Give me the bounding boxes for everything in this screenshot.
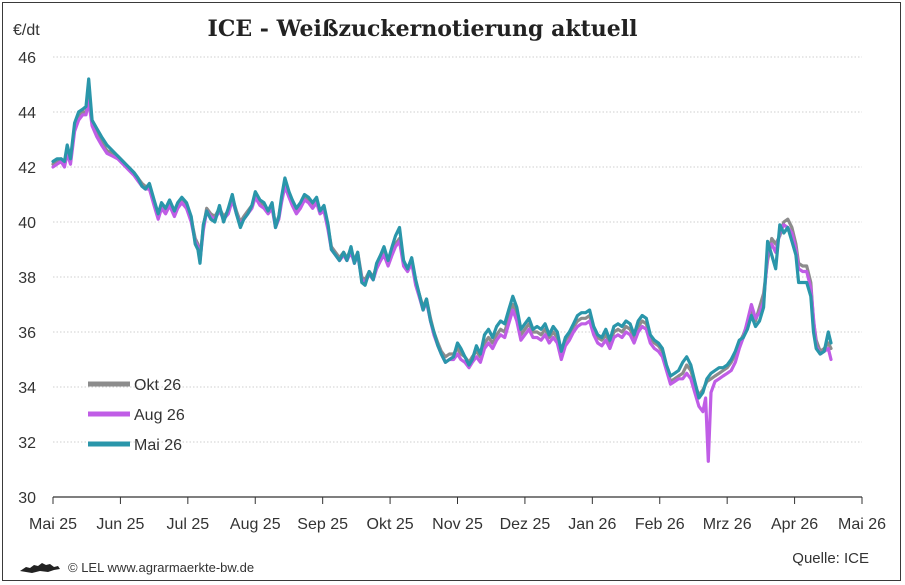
y-tick-label: 40	[18, 215, 36, 232]
x-tick-label: Dez 25	[500, 516, 551, 533]
x-tick-label: Okt 25	[367, 516, 414, 533]
y-tick-label: 46	[18, 50, 36, 67]
y-tick-label: 34	[18, 380, 36, 397]
legend-label: Aug 26	[134, 407, 185, 424]
y-tick-label: 30	[18, 490, 36, 507]
x-tick-label: Jul 25	[166, 516, 209, 533]
y-tick-label: 32	[18, 435, 36, 452]
series-line-mai-26	[51, 77, 833, 400]
x-tick-label: Jun 25	[96, 516, 144, 533]
source-label: Quelle: ICE	[792, 550, 869, 567]
x-tick-label: Feb 26	[635, 516, 685, 533]
chart-title: ICE - Weißzuckernotierung aktuell	[207, 16, 638, 42]
y-tick-label: 36	[18, 325, 36, 342]
series-lines	[51, 77, 833, 463]
legend: Okt 26 Aug 26 Mai 26	[88, 377, 185, 454]
x-tick-label: Mai 26	[838, 516, 886, 533]
x-tick-label: Apr 26	[771, 516, 818, 533]
y-tick-label: 44	[18, 105, 36, 122]
y-axis-unit-label: €/dt	[13, 22, 40, 39]
x-tick-label: Nov 25	[432, 516, 483, 533]
footer-credit: © LEL www.agrarmaerkte-bw.de	[18, 559, 254, 575]
copyright-text: © LEL www.agrarmaerkte-bw.de	[68, 559, 255, 575]
legend-label: Okt 26	[134, 377, 181, 394]
lion-logo-icon	[20, 563, 60, 573]
x-tick-label: Mrz 26	[703, 516, 752, 533]
x-tick-label: Aug 25	[230, 516, 281, 533]
series-line-okt-26	[51, 96, 833, 397]
x-tick-label: Jan 26	[568, 516, 616, 533]
x-tick-label: Mai 25	[29, 516, 77, 533]
x-tick-label: Sep 25	[297, 516, 348, 533]
y-tick-label: 42	[18, 160, 36, 177]
x-axis: Mai 25 Jun 25 Jul 25 Aug 25 Sep 25 Okt 25 Nov …	[29, 496, 886, 533]
legend-label: Mai 26	[134, 437, 182, 454]
y-tick-labels: 30 32 34 36 38 40 42 44 46	[18, 50, 36, 507]
y-tick-label: 38	[18, 270, 36, 287]
